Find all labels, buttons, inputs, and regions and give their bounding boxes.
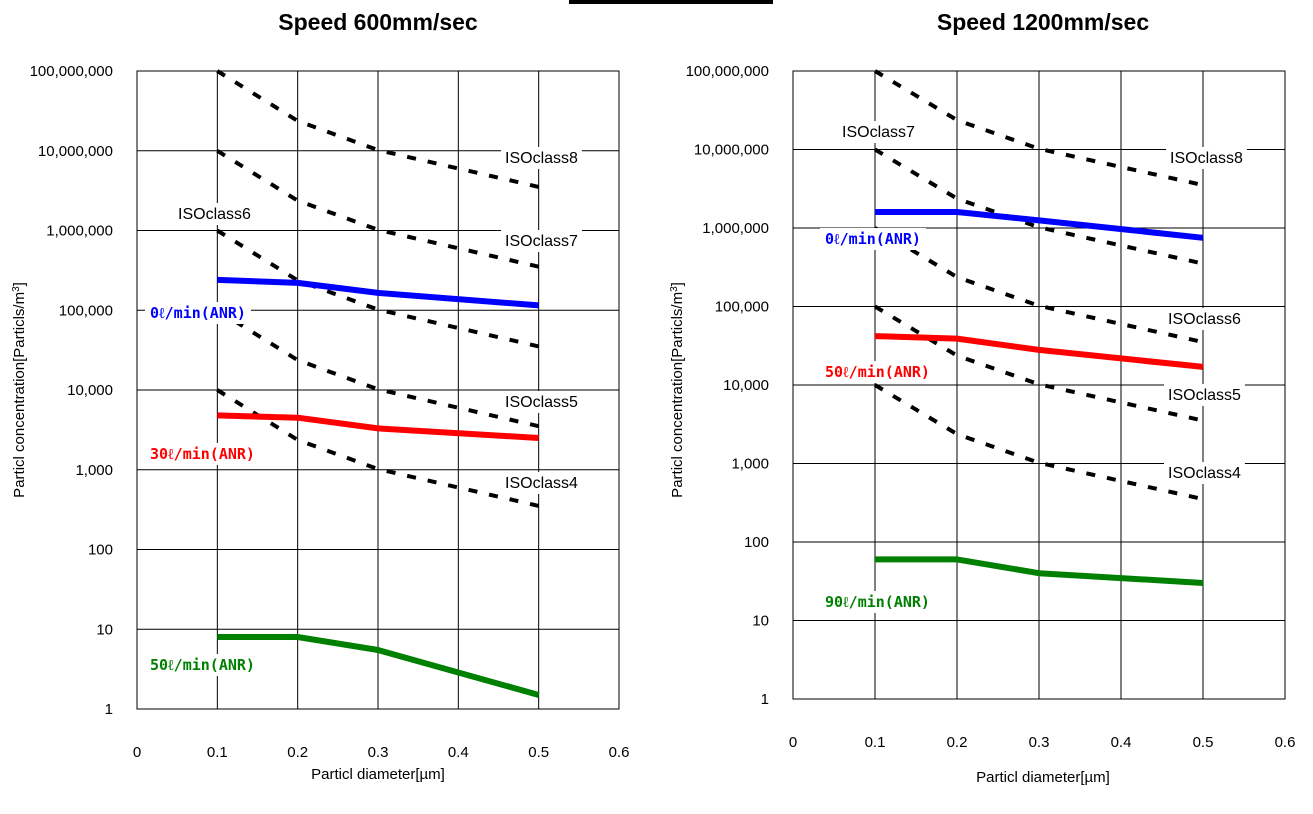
y-tick-label: 1,000,000 xyxy=(46,223,113,240)
svg-text:ISOclass4: ISOclass4 xyxy=(505,475,578,492)
svg-text:ISOclass7: ISOclass7 xyxy=(505,233,578,250)
svg-text:50ℓ/min(ANR): 50ℓ/min(ANR) xyxy=(825,363,930,381)
series-label-2: 90ℓ/min(ANR) xyxy=(820,591,935,613)
series-line-0 xyxy=(875,209,1204,241)
y-tick-label: 10 xyxy=(752,613,769,630)
svg-text:0ℓ/min(ANR): 0ℓ/min(ANR) xyxy=(825,230,921,248)
x-axis-label: Particl diameter[µm] xyxy=(976,769,1110,786)
iso-line-isoclass5 xyxy=(873,304,1204,423)
y-tick-label: 100,000,000 xyxy=(30,63,113,80)
svg-text:ISOclass4: ISOclass4 xyxy=(1168,465,1241,482)
y-tick-label: 10,000 xyxy=(67,382,113,399)
iso-label-isoclass4: ISOclass4 xyxy=(501,472,582,494)
series-label-0: 0ℓ/min(ANR) xyxy=(820,228,926,250)
iso-label-isoclass6: ISOclass6 xyxy=(1164,308,1245,330)
plot-frame xyxy=(136,70,620,710)
x-tick-label: 0.6 xyxy=(1275,734,1296,751)
svg-text:30ℓ/min(ANR): 30ℓ/min(ANR) xyxy=(150,445,255,463)
x-tick-label: 0.2 xyxy=(947,734,968,751)
y-tick-label: 10,000 xyxy=(723,377,769,394)
y-tick-label: 100,000,000 xyxy=(686,63,769,80)
iso-label-isoclass5: ISOclass5 xyxy=(1164,384,1245,406)
y-axis-label: Particl concentration[Particls/m3] xyxy=(11,282,29,498)
series-line-2 xyxy=(217,634,540,698)
iso-line-isoclass7 xyxy=(873,147,1204,266)
y-tick-label: 1,000,000 xyxy=(702,220,769,237)
x-tick-label: 0.6 xyxy=(609,744,630,761)
iso-line-isoclass6 xyxy=(873,226,1204,345)
x-tick-label: 0.1 xyxy=(865,734,886,751)
y-tick-label: 1 xyxy=(105,701,113,718)
series-label-1: 50ℓ/min(ANR) xyxy=(820,361,935,383)
y-tick-label: 1 xyxy=(761,691,769,708)
y-tick-label: 100,000 xyxy=(59,302,113,319)
x-tick-label: 0 xyxy=(133,744,141,761)
iso-label-isoclass7: ISOclass7 xyxy=(501,230,582,252)
x-tick-label: 0.5 xyxy=(1193,734,1214,751)
iso-label-isoclass8: ISOclass8 xyxy=(1166,147,1247,169)
svg-text:50ℓ/min(ANR): 50ℓ/min(ANR) xyxy=(150,656,255,674)
iso-line-isoclass5 xyxy=(216,308,540,429)
series-lines xyxy=(217,276,540,698)
line-labels: ISOclass4 ISOclass5 ISOclass6 ISOclass7 ISOc… xyxy=(145,147,582,676)
svg-text:0ℓ/min(ANR): 0ℓ/min(ANR) xyxy=(150,304,246,322)
tick-labels: 0 0.1 0.2 0.3 0.4 0.5 0.6 1 10 100 1,000 10,000 100,… xyxy=(30,63,630,761)
series-label-2: 50ℓ/min(ANR) xyxy=(145,654,260,676)
plot-frame xyxy=(792,70,1286,700)
svg-text:ISOclass6: ISOclass6 xyxy=(178,206,251,223)
x-tick-label: 0.2 xyxy=(287,744,308,761)
iso-label-isoclass4: ISOclass4 xyxy=(1164,462,1245,484)
svg-text:ISOclass7: ISOclass7 xyxy=(842,124,915,141)
iso-label-isoclass5: ISOclass5 xyxy=(501,391,582,413)
y-tick-label: 10 xyxy=(96,621,113,638)
series-lines xyxy=(874,209,1204,586)
iso-label-isoclass6: ISOclass6 xyxy=(174,203,255,225)
iso-class-lines xyxy=(873,69,1204,502)
x-tick-label: 0.5 xyxy=(528,744,549,761)
x-tick-label: 0.1 xyxy=(207,744,228,761)
iso-line-isoclass8 xyxy=(216,69,540,189)
top-center-rule xyxy=(569,0,773,4)
x-tick-label: 0.4 xyxy=(448,744,469,761)
x-tick-label: 0.4 xyxy=(1111,734,1132,751)
series-line-0 xyxy=(217,276,539,309)
chart-speed-600: Speed 600mm/sec Particl diameter[µm] Par… xyxy=(11,9,630,783)
series-label-1: 30ℓ/min(ANR) xyxy=(145,443,260,465)
y-axis-label: Particl concentration[Particls/m3] xyxy=(669,282,687,498)
x-tick-label: 0.3 xyxy=(1029,734,1050,751)
iso-label-isoclass8: ISOclass8 xyxy=(501,147,582,169)
iso-label-isoclass7: ISOclass7 xyxy=(838,121,919,143)
y-tick-label: 10,000,000 xyxy=(694,142,769,159)
y-tick-label: 100,000 xyxy=(715,299,769,316)
svg-text:ISOclass6: ISOclass6 xyxy=(1168,311,1241,328)
svg-text:ISOclass5: ISOclass5 xyxy=(505,394,578,411)
series-line-2 xyxy=(875,556,1204,586)
iso-line-isoclass7 xyxy=(216,149,540,269)
svg-text:ISOclass8: ISOclass8 xyxy=(505,150,578,167)
y-tick-label: 1,000 xyxy=(731,456,769,473)
svg-text:90ℓ/min(ANR): 90ℓ/min(ANR) xyxy=(825,593,930,611)
svg-text:ISOclass5: ISOclass5 xyxy=(1168,387,1241,404)
iso-line-isoclass8 xyxy=(873,69,1204,188)
x-axis-label: Particl diameter[µm] xyxy=(311,766,445,783)
y-tick-label: 100 xyxy=(744,534,769,551)
line-labels: ISOclass4 ISOclass5 ISOclass6 ISOclass7 ISOc… xyxy=(820,121,1247,613)
chart-title: Speed 1200mm/sec xyxy=(937,9,1149,35)
iso-line-isoclass4 xyxy=(873,383,1204,502)
x-tick-label: 0 xyxy=(789,734,797,751)
chart-speed-1200: Speed 1200mm/sec Particl diameter[µm] Pa… xyxy=(669,9,1296,786)
y-tick-label: 100 xyxy=(88,542,113,559)
series-line-1 xyxy=(217,412,539,441)
series-label-0: 0ℓ/min(ANR) xyxy=(145,302,251,324)
chart-title: Speed 600mm/sec xyxy=(278,9,478,35)
x-tick-label: 0.3 xyxy=(368,744,389,761)
svg-text:ISOclass8: ISOclass8 xyxy=(1170,150,1243,167)
iso-line-isoclass6 xyxy=(216,228,540,349)
y-tick-label: 1,000 xyxy=(75,462,113,479)
tick-labels: 0 0.1 0.2 0.3 0.4 0.5 0.6 1 10 100 1,000 10,000 100,… xyxy=(686,63,1296,751)
y-tick-label: 10,000,000 xyxy=(38,143,113,160)
series-line-1 xyxy=(874,333,1204,370)
